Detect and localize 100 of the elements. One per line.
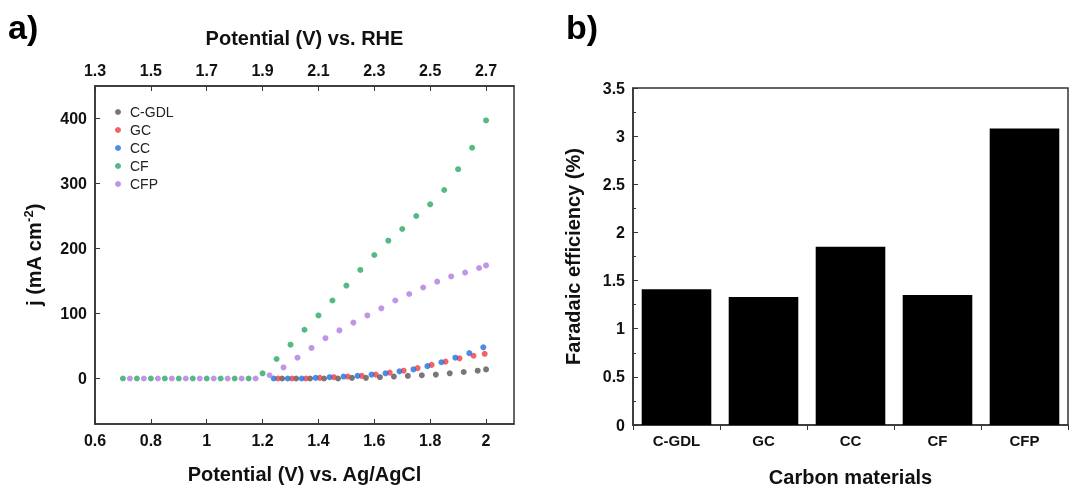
point bbox=[340, 373, 347, 380]
y-tick-label: 0.5 bbox=[602, 368, 626, 386]
point bbox=[378, 305, 385, 312]
point bbox=[280, 364, 287, 371]
y-tick-label: 3.5 bbox=[602, 79, 626, 97]
point bbox=[357, 266, 364, 273]
point bbox=[448, 273, 455, 280]
y-tick-label: 200 bbox=[60, 240, 88, 257]
legend-label: CFP bbox=[130, 176, 158, 192]
x2-tick-label: 1.5 bbox=[139, 61, 163, 79]
point bbox=[273, 356, 280, 362]
legend-label: CF bbox=[130, 158, 149, 174]
point bbox=[371, 252, 378, 258]
point bbox=[424, 363, 431, 370]
x2-tick-label: 1.7 bbox=[195, 61, 218, 79]
point bbox=[480, 344, 487, 351]
point bbox=[462, 269, 469, 276]
point bbox=[175, 375, 182, 382]
y-tick-label: 1 bbox=[616, 320, 626, 338]
y-tick-label: 0 bbox=[616, 416, 626, 434]
y-tick-label: 0 bbox=[78, 370, 88, 387]
x-tick-label: CFP bbox=[1009, 432, 1040, 449]
point bbox=[476, 265, 483, 271]
point bbox=[434, 278, 441, 285]
point bbox=[161, 375, 168, 382]
point bbox=[322, 335, 329, 342]
point bbox=[446, 370, 453, 377]
point bbox=[189, 375, 196, 382]
x-tick-label: 1.8 bbox=[419, 431, 442, 449]
point bbox=[126, 375, 133, 382]
point bbox=[427, 201, 434, 208]
x-tick-label: C-GDL bbox=[652, 432, 701, 449]
point bbox=[119, 375, 126, 382]
x2-axis-title: Potential (V) vs. RHE bbox=[205, 27, 404, 49]
point bbox=[376, 374, 383, 381]
text: b) bbox=[566, 8, 599, 46]
point bbox=[441, 187, 448, 193]
point bbox=[168, 375, 175, 382]
x2-tick-label: 1.3 bbox=[83, 61, 107, 79]
bar bbox=[902, 295, 973, 425]
point bbox=[438, 359, 445, 366]
point bbox=[312, 374, 319, 381]
point bbox=[452, 354, 459, 361]
x-tick-label: 1.2 bbox=[251, 431, 274, 449]
y-tick-label: 2.5 bbox=[602, 175, 626, 193]
y-axis-title: Faradaic efficiency (%) bbox=[562, 148, 584, 365]
point bbox=[147, 375, 154, 382]
y-tick-label: 400 bbox=[60, 110, 88, 127]
point bbox=[301, 326, 308, 333]
x2-tick-label: 2.5 bbox=[419, 61, 442, 79]
point bbox=[329, 297, 336, 304]
legend-label: CC bbox=[130, 140, 151, 156]
x2-tick-label: 1.9 bbox=[251, 61, 274, 79]
point bbox=[406, 291, 413, 297]
x-tick-label: CF bbox=[927, 432, 948, 449]
y-tick-label: 3 bbox=[616, 127, 626, 145]
point bbox=[483, 262, 490, 269]
point bbox=[481, 350, 488, 357]
point bbox=[460, 369, 467, 375]
point bbox=[466, 350, 473, 357]
point bbox=[420, 284, 427, 291]
x-axis-title: Carbon materials bbox=[768, 466, 933, 488]
bar bbox=[989, 128, 1060, 425]
x2-tick-label: 2.7 bbox=[474, 61, 498, 79]
y-axis-title: j (mA cm-2) bbox=[21, 203, 45, 307]
x-tick-label: 0.6 bbox=[83, 431, 107, 449]
point bbox=[399, 226, 406, 232]
point bbox=[483, 117, 490, 124]
point bbox=[270, 375, 277, 382]
x-tick-label: 1 bbox=[202, 431, 212, 449]
point bbox=[350, 319, 357, 326]
point bbox=[140, 375, 147, 382]
point bbox=[354, 372, 361, 379]
legend-label: C-GDL bbox=[130, 104, 174, 120]
point bbox=[474, 367, 481, 374]
point bbox=[410, 366, 417, 373]
point bbox=[308, 344, 315, 351]
point bbox=[259, 370, 266, 377]
point bbox=[455, 166, 462, 173]
point bbox=[182, 375, 189, 382]
point bbox=[469, 144, 476, 151]
legend-label: GC bbox=[130, 122, 151, 138]
bar bbox=[641, 289, 712, 425]
x-tick-label: 1.6 bbox=[363, 431, 386, 449]
x-tick-label: 2 bbox=[481, 431, 491, 449]
point bbox=[336, 327, 343, 334]
point bbox=[413, 213, 420, 219]
x-tick-label: CC bbox=[839, 432, 862, 449]
point bbox=[343, 282, 350, 289]
x-axis-title: Potential (V) vs. Ag/AgCl bbox=[187, 463, 422, 485]
point bbox=[390, 373, 397, 380]
point bbox=[245, 375, 252, 382]
y-tick-label: 1.5 bbox=[602, 272, 626, 290]
point bbox=[315, 312, 322, 319]
point bbox=[133, 375, 140, 382]
x-tick-label: 1.4 bbox=[307, 431, 330, 449]
x2-tick-label: 2.1 bbox=[307, 61, 330, 79]
y-tick-label: 300 bbox=[60, 175, 88, 192]
point bbox=[364, 312, 371, 319]
bar bbox=[728, 296, 799, 425]
